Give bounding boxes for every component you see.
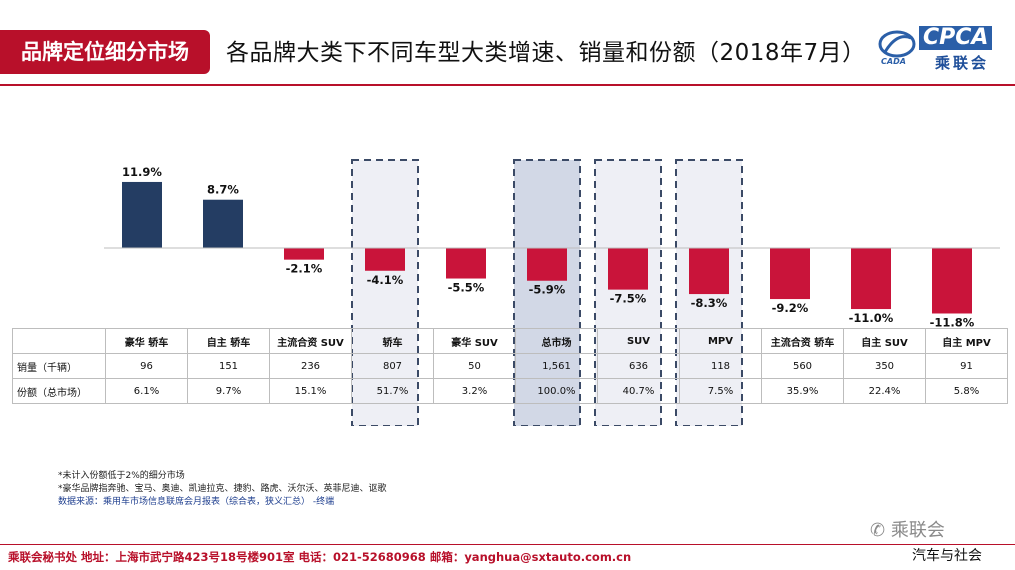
table-cell: 35.9% (761, 378, 844, 404)
table-cell: 51.7% (351, 378, 434, 404)
table-row: 份额（总市场） 6.1% 9.7% 15.1% 51.7% 3.2% 100.0% 40.7%… (12, 378, 1008, 404)
table-cell: 1,561 (515, 353, 598, 379)
bar-8 (770, 248, 810, 300)
table-cell: 96 (105, 353, 188, 379)
wechat-icon: ✆ (870, 520, 886, 541)
logo-mark-text: CADA (881, 57, 906, 66)
table-cell: 7.5% (679, 378, 762, 404)
table-cell: 100.0% (515, 378, 598, 404)
header-rule (0, 84, 1015, 86)
bar-layer (122, 181, 972, 314)
logo-text: CPCA (919, 26, 993, 50)
table-cell: 9.7% (187, 378, 270, 404)
table-cell: 22.4% (843, 378, 926, 404)
note-line-1: *未计入份额低于2%的细分市场 (58, 471, 185, 481)
table-cell: 350 (843, 353, 926, 379)
table-cell: 560 (761, 353, 844, 379)
table-header-row: 豪华 轿车 自主 轿车 主流合资 SUV 轿车 豪华 SUV 总市场 SUV MPV 主流合资 … (12, 328, 1008, 354)
growth-bar-chart: 11.9% 8.7% -2.1% -4.1% -5.5% -5.9% -7.5% -8.3% -… (104, 159, 1000, 426)
notes: *未计入份额低于2%的细分市场 *豪华品牌指奔驰、宝马、奥迪、凯迪拉克、捷豹、路… (58, 470, 387, 509)
bar-value-label-6: -7.5% (610, 292, 647, 306)
bar-6 (608, 248, 648, 290)
section-tag: 品牌定位细分市场 (0, 30, 210, 74)
bar-1 (203, 199, 243, 248)
bar-4 (446, 248, 486, 279)
table-header-6: SUV (597, 328, 680, 354)
note-line-2: *豪华品牌指奔驰、宝马、奥迪、凯迪拉克、捷豹、路虎、沃尔沃、英菲尼迪、讴歌 (58, 484, 387, 494)
table-body: 销量（千辆） 96 151 236 807 50 1,561 636 118 560 350 91 份额… (12, 353, 1008, 404)
table-header-2: 主流合资 SUV (269, 328, 352, 354)
table-header-9: 自主 SUV (843, 328, 926, 354)
table-cell: 5.8% (925, 378, 1008, 404)
table-row: 销量（千辆） 96 151 236 807 50 1,561 636 118 560 350 91 (12, 353, 1008, 379)
bar-value-label-10: -11.8% (930, 315, 975, 329)
bar-7 (689, 248, 729, 295)
brand-watermark: 汽车与社会 (912, 545, 982, 565)
wechat-watermark: ✆ 乘联会 (870, 516, 945, 542)
table-cell: 118 (679, 353, 762, 379)
table-row-label: 份额（总市场） (12, 378, 106, 404)
table-cell: 50 (433, 353, 516, 379)
data-source: 数据来源：乘用车市场信息联席会月报表（综合表，狭义汇总） -终端 (58, 497, 335, 507)
table-cell: 40.7% (597, 378, 680, 404)
table-header-7: MPV (679, 328, 762, 354)
table-cell: 3.2% (433, 378, 516, 404)
header: 品牌定位细分市场 各品牌大类下不同车型大类增速、销量和份额（2018年7月） C… (0, 0, 1015, 86)
table-header-1: 自主 轿车 (187, 328, 270, 354)
bar-value-label-0: 11.9% (122, 165, 162, 179)
wechat-watermark-text: 乘联会 (890, 520, 945, 541)
table-header-8: 主流合资 轿车 (761, 328, 844, 354)
table-header-10: 自主 MPV (925, 328, 1008, 354)
bar-value-label-7: -8.3% (691, 296, 728, 310)
cada-logo-icon: CADA (878, 30, 916, 66)
table-cell: 807 (351, 353, 434, 379)
table-row-label: 销量（千辆） (12, 353, 106, 379)
table-cell: 91 (925, 353, 1008, 379)
bar-value-label-8: -9.2% (772, 301, 809, 315)
table-cell: 636 (597, 353, 680, 379)
footer: 乘联会秘书处 地址：上海市武宁路423号18号楼901室 电话：021-5268… (8, 550, 632, 564)
label-layer: 11.9% 8.7% -2.1% -4.1% -5.5% -5.9% -7.5% -8.3% -… (122, 165, 975, 330)
table-header-0: 豪华 轿车 (105, 328, 188, 354)
table-header-5: 总市场 (515, 328, 598, 354)
bar-10 (932, 248, 972, 314)
footer-rule (0, 544, 1015, 545)
bar-value-label-4: -5.5% (448, 281, 485, 295)
table-cell: 151 (187, 353, 270, 379)
bar-value-label-2: -2.1% (286, 262, 323, 276)
bar-value-label-5: -5.9% (529, 283, 566, 297)
cpca-logo: CADA CPCA 乘联会 (877, 22, 1007, 72)
table-cell: 15.1% (269, 378, 352, 404)
table-cell: 6.1% (105, 378, 188, 404)
bar-value-label-9: -11.0% (849, 311, 894, 325)
bar-0 (122, 181, 162, 248)
bar-5 (527, 248, 567, 281)
table-header-3: 轿车 (351, 328, 434, 354)
table-header-4: 豪华 SUV (433, 328, 516, 354)
bar-3 (365, 248, 405, 271)
bar-2 (284, 248, 324, 260)
data-table: 豪华 轿车 自主 轿车 主流合资 SUV 轿车 豪华 SUV 总市场 SUV MPV 主流合资 … (12, 328, 1008, 404)
page-title: 各品牌大类下不同车型大类增速、销量和份额（2018年7月） (226, 40, 866, 66)
logo-cn: 乘联会 (935, 54, 990, 72)
table-corner-cell (12, 328, 106, 354)
table-cell: 236 (269, 353, 352, 379)
bar-9 (851, 248, 891, 310)
bar-value-label-1: 8.7% (207, 183, 239, 197)
bar-value-label-3: -4.1% (367, 273, 404, 287)
